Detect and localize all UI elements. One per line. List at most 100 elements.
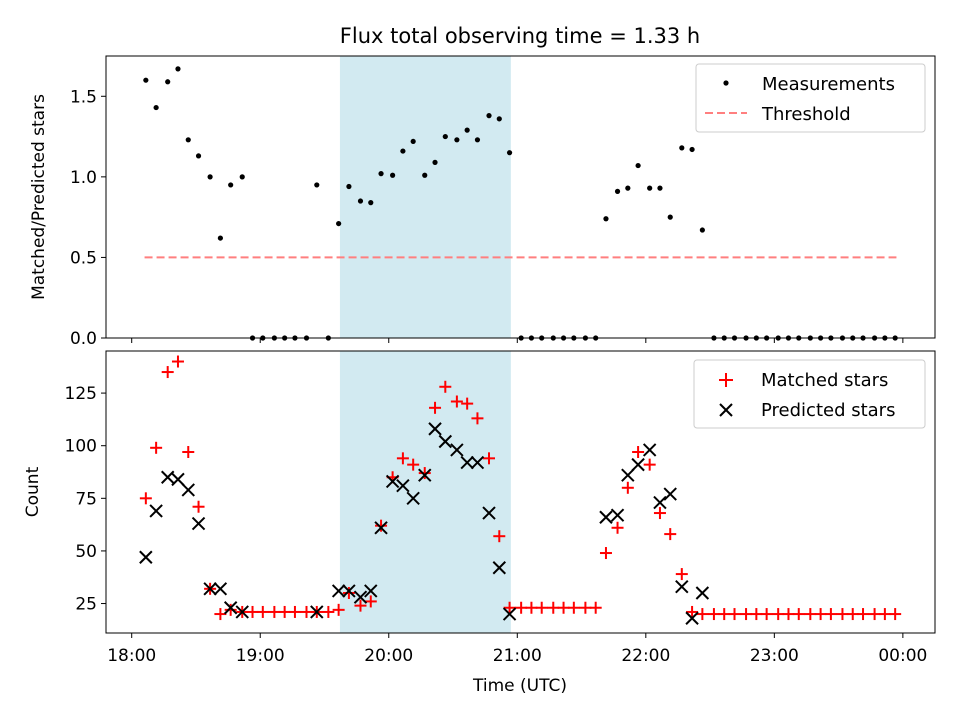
predicted-star-marker bbox=[642, 443, 657, 457]
predicted-star-marker bbox=[406, 491, 420, 506]
matched-star-marker bbox=[429, 401, 442, 414]
measurement-point bbox=[625, 185, 631, 191]
measurement-point bbox=[689, 146, 695, 153]
top-legend-box bbox=[695, 63, 926, 133]
predicted-star-marker bbox=[631, 457, 645, 472]
matched-star-marker bbox=[161, 366, 174, 379]
top-observing-window bbox=[339, 56, 511, 338]
matched-star-marker bbox=[567, 601, 580, 614]
legend-predicted-label: Predicted stars bbox=[761, 400, 895, 421]
measurement-point bbox=[432, 159, 438, 165]
predicted-star-marker-b bbox=[675, 579, 689, 594]
matched-star-marker bbox=[728, 608, 741, 621]
predicted-star-marker-b bbox=[631, 457, 645, 472]
matched-star-marker bbox=[579, 601, 592, 614]
matched-star-marker bbox=[599, 547, 612, 560]
matched-star-marker bbox=[664, 528, 677, 541]
measurement-point bbox=[614, 188, 621, 194]
matched-star-marker bbox=[804, 608, 817, 621]
predicted-star-marker-b bbox=[492, 561, 507, 575]
measurement-point bbox=[185, 137, 191, 143]
legend-threshold-label: Threshold bbox=[761, 104, 851, 125]
predicted-star-marker-b bbox=[470, 455, 485, 470]
matched-star-marker bbox=[493, 530, 506, 543]
matched-star-marker bbox=[246, 605, 259, 618]
measurement-point bbox=[165, 79, 171, 85]
matched-star-marker bbox=[192, 500, 205, 513]
measurement-point bbox=[346, 183, 352, 190]
predicted-star-marker bbox=[675, 579, 689, 594]
x-tick-label: 20:00 bbox=[364, 646, 413, 666]
bottom-panel: 25 50 75 100 125 18:00 19:00 20:00 21:00 22:00 23… bbox=[23, 350, 936, 696]
measurement-point bbox=[239, 174, 245, 180]
predicted-star-marker bbox=[621, 468, 635, 482]
matched-star-marker bbox=[889, 608, 902, 621]
measurement-point bbox=[400, 148, 406, 154]
predicted-star-marker-b bbox=[331, 584, 346, 598]
matched-star-marker bbox=[256, 605, 269, 618]
matched-star-marker bbox=[322, 605, 335, 618]
predicted-star-marker bbox=[203, 582, 217, 596]
matched-star-marker bbox=[557, 601, 570, 614]
matched-star-marker bbox=[288, 605, 301, 618]
top-panel: 0.0 0.5 1.0 1.5 Matched/Predicted stars Mea… bbox=[29, 55, 936, 349]
measurement-point bbox=[486, 113, 492, 119]
predicted-star-marker bbox=[181, 483, 195, 497]
legend-measurements-marker bbox=[723, 80, 729, 86]
bottom-x-axis: 18:00 19:00 20:00 21:00 22:00 23:00 00:00 bbox=[107, 633, 927, 666]
predicted-star-marker bbox=[599, 510, 613, 524]
predicted-star-marker bbox=[342, 584, 356, 598]
predicted-star-marker bbox=[470, 455, 485, 470]
predicted-star-marker bbox=[364, 584, 378, 598]
matched-star-marker bbox=[214, 608, 227, 621]
predicted-star-marker bbox=[353, 590, 368, 604]
measurement-point bbox=[635, 162, 641, 169]
x-tick-label: 21:00 bbox=[493, 646, 542, 666]
predicted-star-marker bbox=[149, 504, 163, 518]
x-tick-label: 18:00 bbox=[107, 646, 156, 666]
predicted-star-marker bbox=[663, 487, 677, 501]
measurement-point bbox=[217, 235, 223, 241]
matched-star-marker bbox=[621, 481, 634, 494]
bottom-y-tick-label: 75 bbox=[75, 489, 97, 509]
matched-star-marker bbox=[268, 605, 281, 618]
matched-star-marker bbox=[535, 601, 548, 614]
matched-star-marker bbox=[772, 608, 785, 621]
predicted-star-marker-b bbox=[364, 584, 378, 598]
measurement-point bbox=[143, 77, 149, 83]
predicted-star-marker bbox=[695, 586, 710, 600]
top-x-ticks bbox=[131, 338, 904, 343]
measurement-point bbox=[410, 138, 416, 145]
matched-star-marker bbox=[792, 608, 805, 621]
top-axes-frame bbox=[105, 55, 936, 339]
measurement-point bbox=[657, 185, 663, 191]
matched-star-marker bbox=[375, 519, 388, 532]
predicted-star-marker-b bbox=[149, 504, 163, 518]
bottom-y-axis-label: Count bbox=[23, 466, 43, 517]
measurement-point bbox=[506, 150, 513, 156]
matched-star-marker bbox=[878, 608, 891, 621]
matched-star-marker bbox=[675, 568, 688, 581]
matched-star-marker bbox=[396, 452, 409, 465]
predicted-star-marker bbox=[139, 550, 153, 564]
predicted-star-marker bbox=[418, 468, 432, 482]
predicted-star-marker-b bbox=[599, 510, 613, 524]
predicted-star-marker-b bbox=[385, 474, 400, 489]
measurement-point bbox=[207, 174, 213, 180]
matched-star-marker bbox=[224, 603, 237, 616]
top-y-tick-label: 1.5 bbox=[70, 87, 97, 107]
predicted-star-marker bbox=[428, 422, 442, 436]
predicted-star-marker bbox=[653, 495, 667, 510]
predicted-star-marker bbox=[310, 605, 324, 619]
bottom-y-tick-label: 50 bbox=[75, 542, 97, 562]
matched-star-marker bbox=[332, 603, 345, 616]
matched-star-marker bbox=[278, 605, 291, 618]
matched-star-marker bbox=[857, 608, 870, 621]
predicted-star-marker-b bbox=[610, 508, 625, 522]
measurement-point bbox=[464, 127, 470, 133]
predicted-star-marker-b bbox=[663, 487, 677, 501]
predicted-star-marker bbox=[610, 508, 625, 522]
predicted-star-marker-b bbox=[621, 468, 635, 482]
matched-star-marker bbox=[760, 608, 773, 621]
